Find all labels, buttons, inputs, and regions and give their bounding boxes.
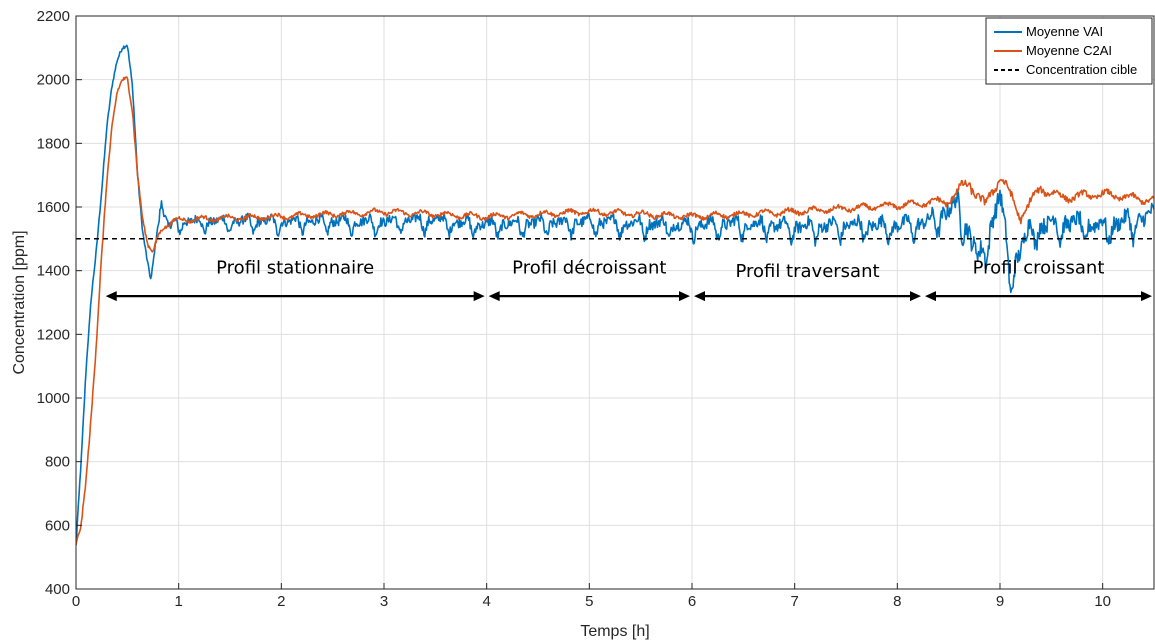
y-tick-label: 800 [45,454,70,471]
x-tick-label: 5 [585,593,593,610]
arrow-head-right [910,291,921,302]
x-tick-label: 7 [790,593,798,610]
x-tick-label: 0 [72,593,80,610]
y-tick-label: 1600 [37,199,70,216]
x-tick-label: 10 [1094,593,1111,610]
series-line-c2ai [76,76,1154,546]
legend-entry: Concentration cible [1026,62,1137,77]
arrow-head-left [925,291,936,302]
x-tick-label: 3 [380,593,388,610]
x-tick-label: 1 [174,593,182,610]
profile-label: Profil stationnaire [216,258,374,279]
x-tick-label: 4 [482,593,490,610]
arrow-head-left [694,291,705,302]
y-tick-label: 1200 [37,326,70,343]
profile-label: Profil décroissant [512,258,666,279]
profile-label: Profil traversant [735,261,879,282]
y-axis-label: Concentration [ppm] [11,230,28,374]
legend-entry: Moyenne C2AI [1026,43,1112,58]
arrow-head-right [679,291,690,302]
x-tick-label: 9 [996,593,1004,610]
series-layer [76,44,1154,546]
y-tick-label: 600 [45,517,70,534]
x-tick-label: 2 [277,593,285,610]
y-tick-label: 1000 [37,390,70,407]
y-tick-label: 2000 [37,72,70,89]
y-tick-label: 400 [45,581,70,598]
legend-entry: Moyenne VAI [1026,24,1103,39]
y-tick-label: 1400 [37,263,70,280]
annotations: Profil stationnaire Profil décroissant Pro… [105,258,1152,302]
x-tick-label: 8 [893,593,901,610]
x-tick-label: 6 [688,593,696,610]
axis-ticks: 0 1 2 3 4 5 6 7 8 9 10 400 600 800 1000 1200 1400 1600 180… [37,8,1111,610]
arrow-head-right [473,291,485,302]
arrow-head-left [105,291,117,302]
x-axis-label: Temps [h] [580,623,649,640]
legend: Moyenne VAI Moyenne C2AI Concentration cib… [985,17,1153,85]
series-line-vai [76,44,1154,544]
plot-frame [75,15,1155,590]
y-tick-label: 2200 [37,8,70,25]
y-tick-label: 1800 [37,135,70,152]
profile-label: Profil croissant [973,258,1105,279]
arrow-head-right [1141,291,1152,302]
plot-background [76,16,1154,589]
arrow-head-left [488,291,500,302]
